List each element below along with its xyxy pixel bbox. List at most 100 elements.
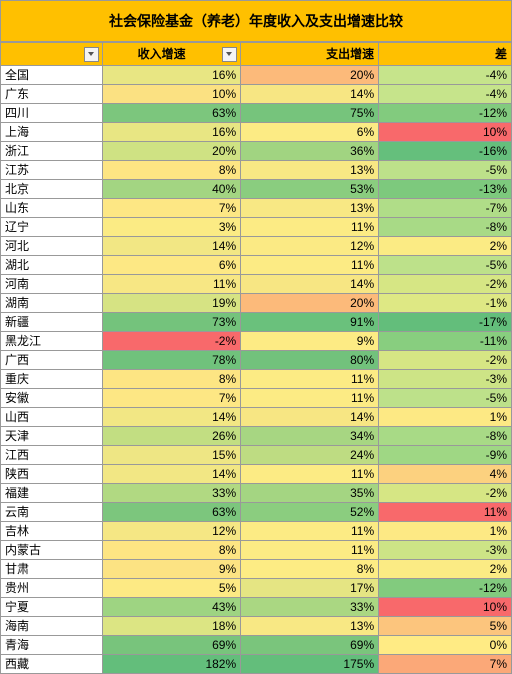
cell-income: 63% [103,503,241,522]
cell-expense: 13% [241,617,379,636]
cell-diff: 1% [379,408,512,427]
cell-expense: 35% [241,484,379,503]
cell-diff: 7% [379,655,512,674]
cell-name: 河南 [1,275,103,294]
table-row: 全国16%20%-4% [1,66,512,85]
table-row: 新疆73%91%-17% [1,313,512,332]
table-row: 广西78%80%-2% [1,351,512,370]
table-row: 上海16%6%10% [1,123,512,142]
table-row: 湖北6%11%-5% [1,256,512,275]
table-row: 山西14%14%1% [1,408,512,427]
cell-diff: -5% [379,161,512,180]
cell-income: 78% [103,351,241,370]
cell-income: 18% [103,617,241,636]
cell-income: -2% [103,332,241,351]
cell-diff: 10% [379,598,512,617]
cell-income: 69% [103,636,241,655]
cell-name: 山西 [1,408,103,427]
table-row: 安徽7%11%-5% [1,389,512,408]
cell-expense: 14% [241,85,379,104]
header-name[interactable] [1,43,103,66]
cell-expense: 11% [241,370,379,389]
cell-income: 8% [103,370,241,389]
cell-name: 西藏 [1,655,103,674]
cell-name: 新疆 [1,313,103,332]
cell-income: 8% [103,541,241,560]
cell-name: 湖南 [1,294,103,313]
cell-name: 河北 [1,237,103,256]
cell-income: 15% [103,446,241,465]
cell-income: 6% [103,256,241,275]
table-row: 青海69%69%0% [1,636,512,655]
cell-name: 广西 [1,351,103,370]
cell-expense: 11% [241,389,379,408]
header-income[interactable]: 收入增速 [103,43,241,66]
cell-income: 7% [103,199,241,218]
cell-expense: 11% [241,218,379,237]
filter-icon[interactable] [84,47,99,62]
cell-income: 3% [103,218,241,237]
table-row: 重庆8%11%-3% [1,370,512,389]
cell-expense: 53% [241,180,379,199]
cell-diff: 11% [379,503,512,522]
cell-diff: 10% [379,123,512,142]
cell-name: 山东 [1,199,103,218]
cell-name: 重庆 [1,370,103,389]
cell-expense: 11% [241,541,379,560]
cell-income: 19% [103,294,241,313]
table-row: 海南18%13%5% [1,617,512,636]
cell-income: 43% [103,598,241,617]
table-row: 江苏8%13%-5% [1,161,512,180]
cell-name: 青海 [1,636,103,655]
table-row: 山东7%13%-7% [1,199,512,218]
table-row: 福建33%35%-2% [1,484,512,503]
cell-diff: -11% [379,332,512,351]
cell-diff: -5% [379,256,512,275]
cell-name: 江苏 [1,161,103,180]
cell-expense: 9% [241,332,379,351]
header-row: 收入增速 支出增速 差 [1,43,512,66]
cell-income: 8% [103,161,241,180]
cell-expense: 13% [241,199,379,218]
cell-diff: -4% [379,66,512,85]
cell-expense: 69% [241,636,379,655]
cell-name: 云南 [1,503,103,522]
cell-expense: 14% [241,275,379,294]
cell-name: 上海 [1,123,103,142]
cell-expense: 91% [241,313,379,332]
cell-income: 5% [103,579,241,598]
cell-name: 辽宁 [1,218,103,237]
cell-name: 黑龙江 [1,332,103,351]
cell-expense: 12% [241,237,379,256]
cell-diff: -8% [379,218,512,237]
table-row: 内蒙古8%11%-3% [1,541,512,560]
cell-income: 33% [103,484,241,503]
cell-expense: 8% [241,560,379,579]
cell-diff: -3% [379,541,512,560]
cell-income: 14% [103,465,241,484]
table-row: 江西15%24%-9% [1,446,512,465]
cell-expense: 80% [241,351,379,370]
table-row: 陕西14%11%4% [1,465,512,484]
cell-name: 广东 [1,85,103,104]
header-expense: 支出增速 [241,43,379,66]
cell-income: 10% [103,85,241,104]
cell-diff: 2% [379,560,512,579]
cell-income: 16% [103,66,241,85]
table-row: 云南63%52%11% [1,503,512,522]
table-row: 贵州5%17%-12% [1,579,512,598]
cell-name: 吉林 [1,522,103,541]
table-row: 吉林12%11%1% [1,522,512,541]
table-row: 辽宁3%11%-8% [1,218,512,237]
cell-income: 16% [103,123,241,142]
filter-icon[interactable] [222,47,237,62]
cell-expense: 75% [241,104,379,123]
cell-income: 26% [103,427,241,446]
cell-expense: 11% [241,522,379,541]
cell-expense: 20% [241,294,379,313]
cell-name: 海南 [1,617,103,636]
cell-diff: -5% [379,389,512,408]
cell-name: 安徽 [1,389,103,408]
table-row: 天津26%34%-8% [1,427,512,446]
cell-name: 浙江 [1,142,103,161]
